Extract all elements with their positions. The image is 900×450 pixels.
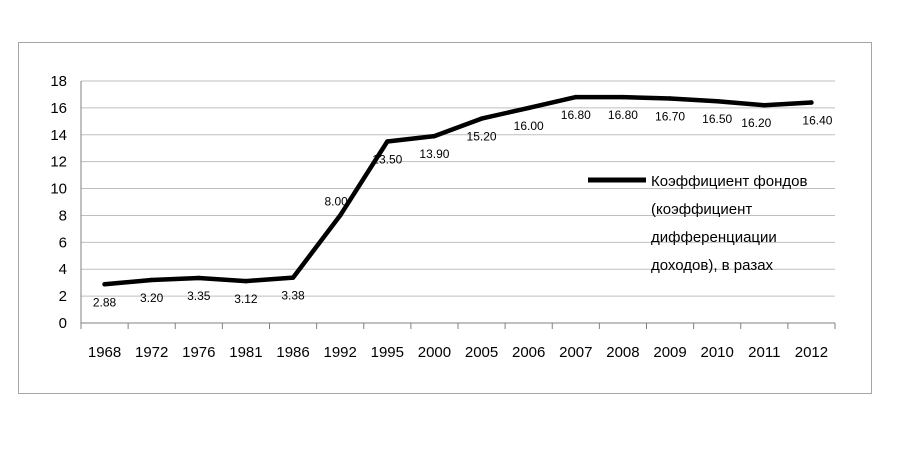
legend-label-line-1: Коэффициент фондов [651, 173, 807, 190]
x-tick-label: 1981 [229, 344, 262, 361]
data-label: 3.38 [281, 289, 305, 303]
data-label: 15.20 [467, 130, 497, 144]
data-labels: 2.88 3.20 3.35 3.12 3.38 8.00 13.50 13.90 15.20 1… [93, 108, 833, 309]
data-point [479, 116, 484, 121]
x-tick-label: 1992 [324, 344, 357, 361]
data-label: 16.70 [655, 109, 685, 123]
data-label: 16.50 [702, 112, 732, 126]
data-label: 3.35 [187, 289, 211, 303]
data-point [762, 103, 767, 108]
data-label: 16.20 [741, 116, 771, 130]
data-point [290, 275, 296, 280]
data-point [714, 98, 720, 104]
x-tick-label: 2000 [418, 344, 451, 361]
data-label: 16.80 [608, 108, 638, 122]
data-label: 13.50 [372, 153, 402, 167]
data-point [196, 275, 202, 281]
legend-label-line-2: (коэффициент [651, 201, 752, 218]
data-point [102, 282, 107, 287]
data-point [809, 100, 814, 105]
data-label: 16.40 [802, 114, 832, 128]
x-tick-label: 2005 [465, 344, 498, 361]
data-label: 16.80 [561, 108, 591, 122]
x-tick-label: 2011 [748, 344, 780, 361]
legend-label-line-3: дифференциации [651, 229, 777, 246]
x-tick-label: 2006 [512, 344, 545, 361]
x-tick-label: 2010 [701, 344, 734, 361]
x-tick-label: 1995 [371, 344, 404, 361]
legend-label-line-4: доходов), в разах [651, 257, 774, 274]
data-label: 16.00 [514, 119, 544, 133]
x-tick-label: 2007 [559, 344, 592, 361]
x-tick-label: 2009 [653, 344, 686, 361]
data-point [667, 96, 673, 101]
x-tick-label: 1976 [182, 344, 215, 361]
data-label: 13.90 [419, 147, 449, 161]
data-point [243, 278, 249, 284]
gridlines [81, 80, 835, 324]
data-point [432, 133, 437, 139]
x-axis: 1968 1972 1976 1981 1986 1992 1995 2000 2005 2006… [80, 323, 836, 361]
x-tick-label: 2012 [795, 344, 828, 361]
y-tick-label: 0 [59, 315, 67, 332]
x-tick-label: 1972 [135, 344, 168, 361]
data-point [149, 277, 154, 283]
legend: Коэффициент фондов (коэффициент дифферен… [588, 173, 807, 274]
series-line [102, 94, 814, 287]
y-tick-label: 16 [50, 100, 67, 117]
data-point [573, 94, 579, 100]
data-label: 3.20 [140, 291, 164, 305]
data-point [526, 105, 531, 111]
data-point [385, 139, 390, 144]
data-label: 3.12 [234, 292, 258, 306]
y-tick-label: 10 [50, 181, 67, 198]
y-tick-label: 12 [50, 154, 67, 171]
y-tick-label: 6 [59, 234, 67, 251]
y-tick-label: 2 [59, 288, 67, 305]
y-tick-label: 14 [50, 127, 67, 144]
x-tick-label: 1968 [88, 344, 121, 361]
x-tick-label: 2008 [606, 344, 639, 361]
data-point [337, 213, 343, 218]
y-tick-label: 18 [50, 73, 67, 90]
data-point [620, 94, 626, 100]
data-label: 8.00 [325, 194, 349, 208]
y-axis: 0 2 4 6 8 10 12 14 16 18 [50, 73, 82, 332]
series-group [102, 94, 814, 287]
x-tick-label: 1986 [276, 344, 309, 361]
data-label: 2.88 [93, 295, 117, 309]
y-tick-label: 4 [59, 261, 67, 278]
y-tick-label: 8 [59, 207, 67, 224]
